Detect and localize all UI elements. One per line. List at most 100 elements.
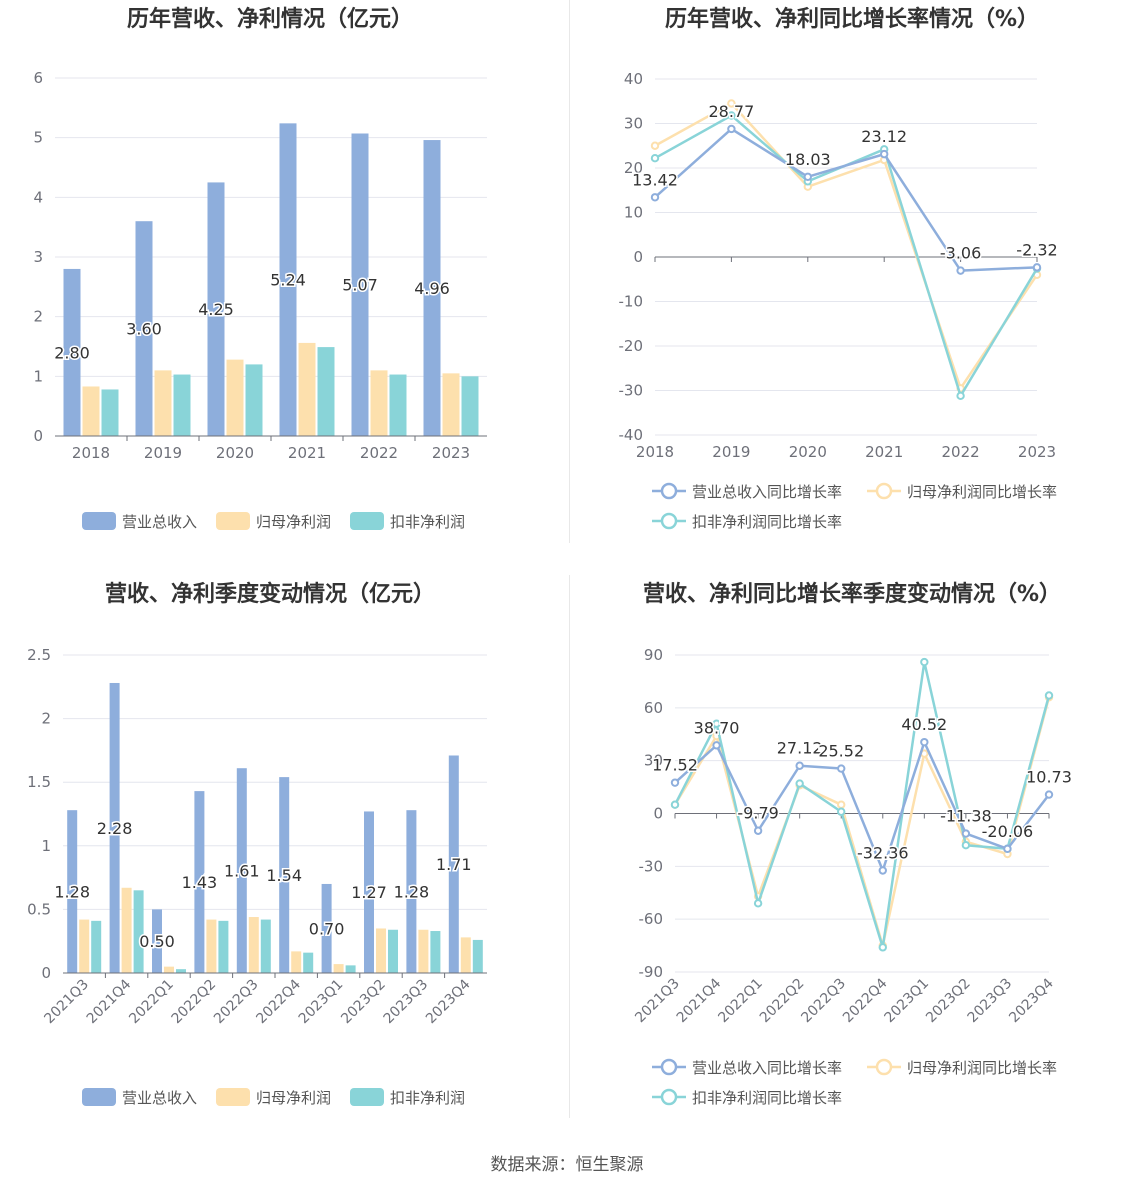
x-tick-label: 2020 [216,444,254,462]
y-tick-label: 0 [41,964,51,982]
bar-deducted-profit-2023q2 [388,929,398,973]
y-tick-label: 40 [624,70,643,88]
point-deducted-profit-2019 [727,111,736,120]
point-deducted-profit-2022 [956,391,965,401]
data-label-revenue: 1.43 [182,873,218,892]
bar-revenue-2023q3 [406,810,417,973]
bar-revenue-2022q3 [236,768,247,973]
x-tick-label: 2023Q3 [965,976,1016,1027]
y-tick-label: 0 [653,805,663,823]
x-tick-label: 2018 [636,443,674,461]
data-label-revenue: 1.71 [436,855,472,874]
legend-label-revenue: 营业总收入同比增长率 [692,1059,842,1077]
legend-swatch-revenue [82,512,116,530]
bar-deducted-profit-2022q3 [260,919,271,973]
y-tick-label: 20 [624,159,643,177]
x-tick-label: 2023 [432,444,470,462]
y-tick-label: 10 [624,204,643,222]
x-tick-label: 2022Q1 [126,977,177,1028]
data-label-revenue: -32.36 [857,843,909,862]
bar-revenue-2023q1 [321,883,332,973]
bar-revenue-2022 [351,133,369,437]
y-tick-label: 6 [33,69,43,87]
bar-parent-profit-2021q4 [121,887,132,973]
bar-parent-profit-2018 [82,386,100,436]
line-revenue [654,127,1038,272]
data-label-revenue: 1.54 [266,866,302,885]
bar-deducted-profit-2021q4 [133,890,144,973]
x-tick-label: 2022Q3 [211,977,262,1028]
data-label-revenue: -20.06 [982,822,1034,841]
bar-revenue-2022q4 [279,777,290,973]
y-tick-label: 1 [33,367,43,385]
legend-label-parent-profit: 归母净利润 [256,1089,331,1107]
legend-marker-parent-profit [875,482,893,500]
data-label-revenue: 2.80 [54,343,90,362]
point-revenue-2021 [880,149,889,159]
bar-deducted-profit-2020 [245,364,263,436]
legend-swatch-parent-profit [216,512,250,530]
data-label-revenue: -11.38 [940,807,992,826]
bar-revenue-2018 [63,268,81,436]
y-tick-label: 4 [33,188,43,206]
legend-label-parent-profit: 归母净利润 [256,513,331,531]
x-tick-label: 2023Q4 [423,976,474,1027]
y-tick-label: 30 [644,752,663,770]
y-tick-label: 2 [33,308,43,326]
point-deducted-profit-2021q4 [712,719,721,728]
bar-revenue-2020 [207,182,225,436]
point-deducted-profit-2018 [650,154,660,163]
chart-title: 历年营收、净利情况（亿元） [127,6,413,32]
y-tick-label: 0 [33,427,43,445]
point-deducted-profit-2021q3 [670,800,680,809]
quarterly-amount-chart-panel: 营收、净利季度变动情况（亿元） 0 0.5 1 1.5 2 2.5 1.28 2021Q3 2.2… [0,575,567,1150]
legend-label-parent-profit: 归母净利润同比增长率 [907,1059,1057,1077]
bar-deducted-profit-2023 [461,376,479,436]
x-tick-label: 2023Q4 [1006,975,1057,1026]
x-tick-label: 2021Q4 [674,975,725,1026]
data-label-revenue: 18.03 [785,150,831,169]
data-label-revenue: 1.61 [224,862,260,881]
bar-parent-profit-2023q3 [418,929,429,973]
legend-label-parent-profit: 归母净利润同比增长率 [907,483,1057,501]
bar-parent-profit-2022q3 [248,917,259,973]
x-tick-label: 2022Q3 [798,976,849,1027]
y-tick-label: 2 [41,710,51,728]
x-tick-label: 2018 [72,444,110,462]
point-deducted-profit-2023q1 [920,657,929,667]
bar-parent-profit-2020 [226,359,244,436]
point-revenue-2022q3 [837,764,846,773]
data-label-revenue: 23.12 [861,127,907,146]
x-tick-label: 2022Q4 [840,975,891,1026]
chart-title: 营收、净利同比增长率季度变动情况（%） [643,581,1061,607]
x-tick-label: 2023Q2 [923,976,974,1027]
legend-marker-revenue [660,1058,678,1076]
y-tick-label: 1.5 [27,773,51,791]
data-label-revenue: 4.25 [198,300,234,319]
point-parent-profit-2018 [650,141,660,150]
bar-revenue-2021 [279,123,297,436]
point-revenue-2023q1 [920,737,929,747]
data-source-text: 数据来源：恒生聚源 [490,1155,644,1175]
bar-revenue-2022q2 [194,791,205,973]
y-tick-label: 3 [33,248,43,266]
point-revenue-2021q4 [712,741,721,750]
data-label-revenue: 5.07 [342,276,378,295]
legend-swatch-revenue [82,1088,116,1106]
y-tick-label: 2.5 [27,646,51,664]
bar-deducted-profit-2019 [173,374,191,436]
legend-label-revenue: 营业总收入同比增长率 [692,483,842,501]
bar-revenue-2021q4 [109,682,120,973]
bar-revenue-2022q1 [152,909,162,973]
point-revenue-2023q4 [1044,790,1054,799]
legend-marker-parent-profit [875,1058,893,1076]
x-tick-label: 2022 [360,444,398,462]
y-tick-label: 1 [41,837,51,855]
panel-divider-top [569,0,570,543]
x-tick-label: 2022Q1 [715,976,766,1027]
point-revenue-2022q4 [878,866,887,875]
bar-deducted-profit-2022q1 [176,969,186,973]
point-revenue-2020 [803,172,813,181]
legend-swatch-deducted-profit [350,512,384,530]
bar-deducted-profit-2021 [317,347,335,436]
